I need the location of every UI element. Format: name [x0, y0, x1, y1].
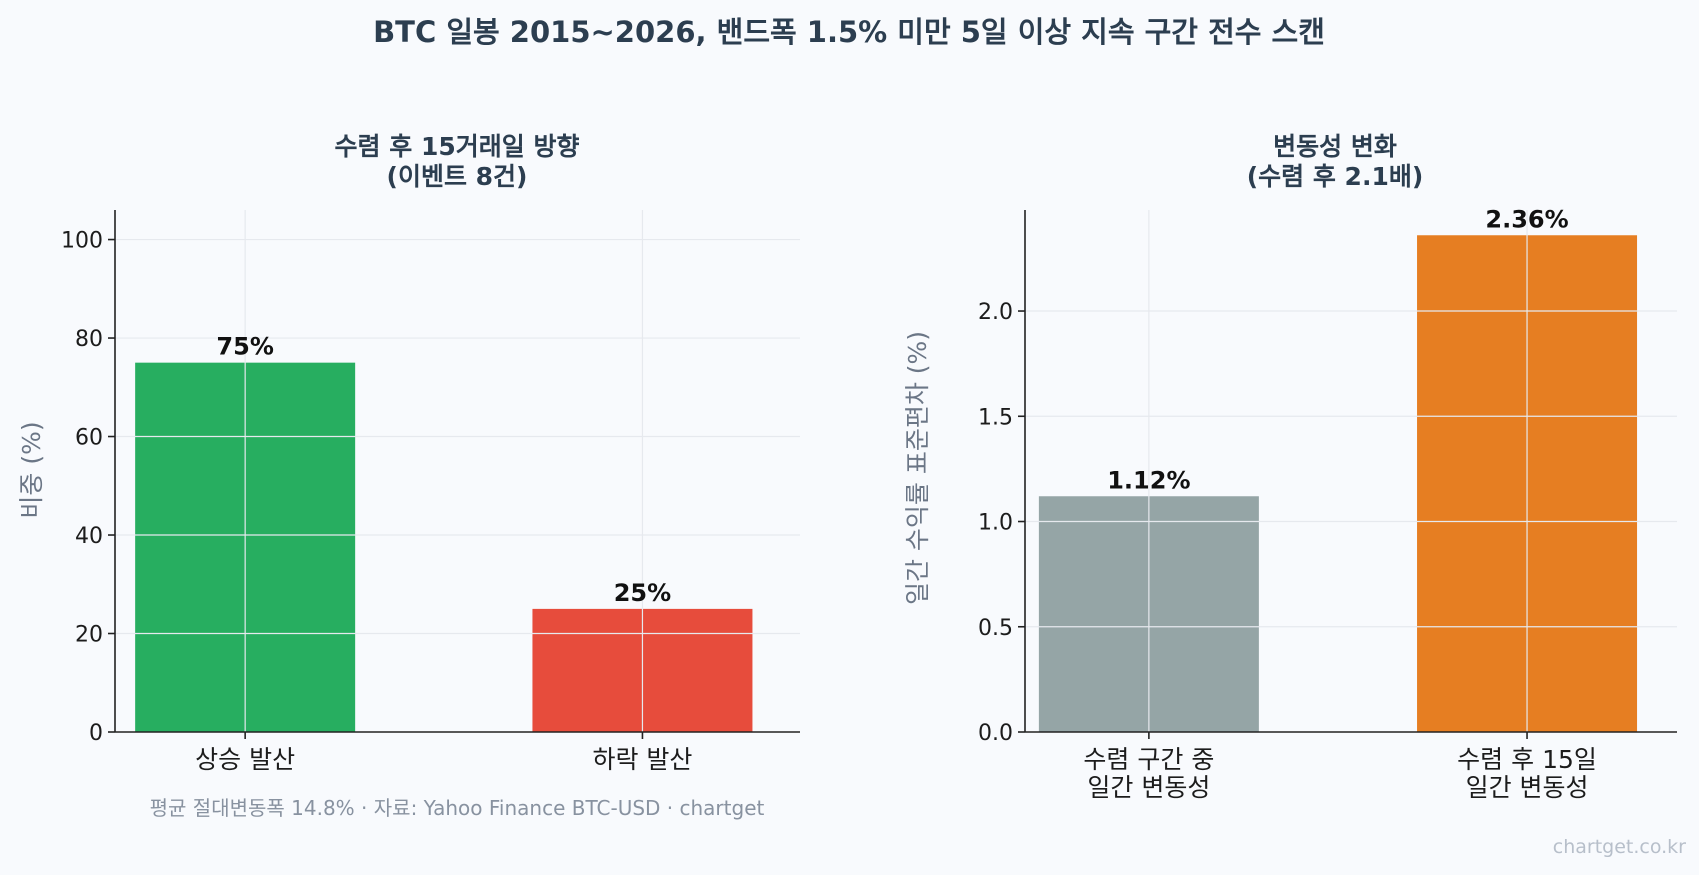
direction-value-label: 25%: [614, 579, 671, 607]
direction-y-tick-label: 60: [75, 426, 103, 451]
volatility-y-tick-label: 0.0: [978, 721, 1013, 746]
direction-y-tick-label: 80: [75, 327, 103, 352]
volatility-panel-title: 변동성 변화: [1273, 132, 1397, 161]
direction-value-label: 75%: [216, 333, 273, 361]
watermark: chartget.co.kr: [1553, 836, 1686, 858]
direction-panel-title: 수렴 후 15거래일 방향: [335, 132, 580, 161]
volatility-x-tick-label: 일간 변동성: [1087, 773, 1210, 802]
figure-title: BTC 일봉 2015~2026, 밴드폭 1.5% 미만 5일 이상 지속 구…: [373, 15, 1325, 49]
direction-x-tick-label: 상승 발산: [195, 745, 295, 774]
volatility-y-tick-label: 0.5: [978, 616, 1013, 641]
volatility-panel-subtitle: (수렴 후 2.1배): [1247, 162, 1424, 191]
volatility-y-tick-label: 1.5: [978, 405, 1013, 430]
footer-note: 평균 절대변동폭 14.8% · 자료: Yahoo Finance BTC-U…: [150, 796, 765, 820]
volatility-value-label: 2.36%: [1485, 205, 1568, 233]
volatility-x-tick-label: 수렴 후 15일: [1457, 745, 1597, 774]
direction-y-axis-label: 비중 (%): [17, 421, 46, 518]
direction-y-tick-label: 20: [75, 623, 103, 648]
volatility-y-tick-label: 1.0: [978, 511, 1013, 536]
direction-y-tick-label: 100: [61, 229, 103, 254]
volatility-y-axis-label: 일간 수익률 표준편차 (%): [903, 331, 932, 605]
volatility-x-tick-label: 일간 변동성: [1466, 773, 1589, 802]
volatility-panel: 변동성 변화 (수렴 후 2.1배) 일간 수익률 표준편차 (%) 1.12%…: [903, 132, 1677, 802]
direction-panel-subtitle: (이벤트 8건): [387, 162, 528, 191]
volatility-x-tick-label: 수렴 구간 중: [1083, 745, 1214, 774]
direction-y-tick-label: 40: [75, 524, 103, 549]
volatility-value-label: 1.12%: [1107, 466, 1190, 494]
direction-x-tick-label: 하락 발산: [592, 745, 692, 774]
direction-y-tick-label: 0: [89, 721, 103, 746]
direction-panel: 수렴 후 15거래일 방향 (이벤트 8건) 비중 (%) 75% 25% 0 20 4…: [17, 132, 800, 774]
volatility-y-tick-label: 2.0: [978, 300, 1013, 325]
